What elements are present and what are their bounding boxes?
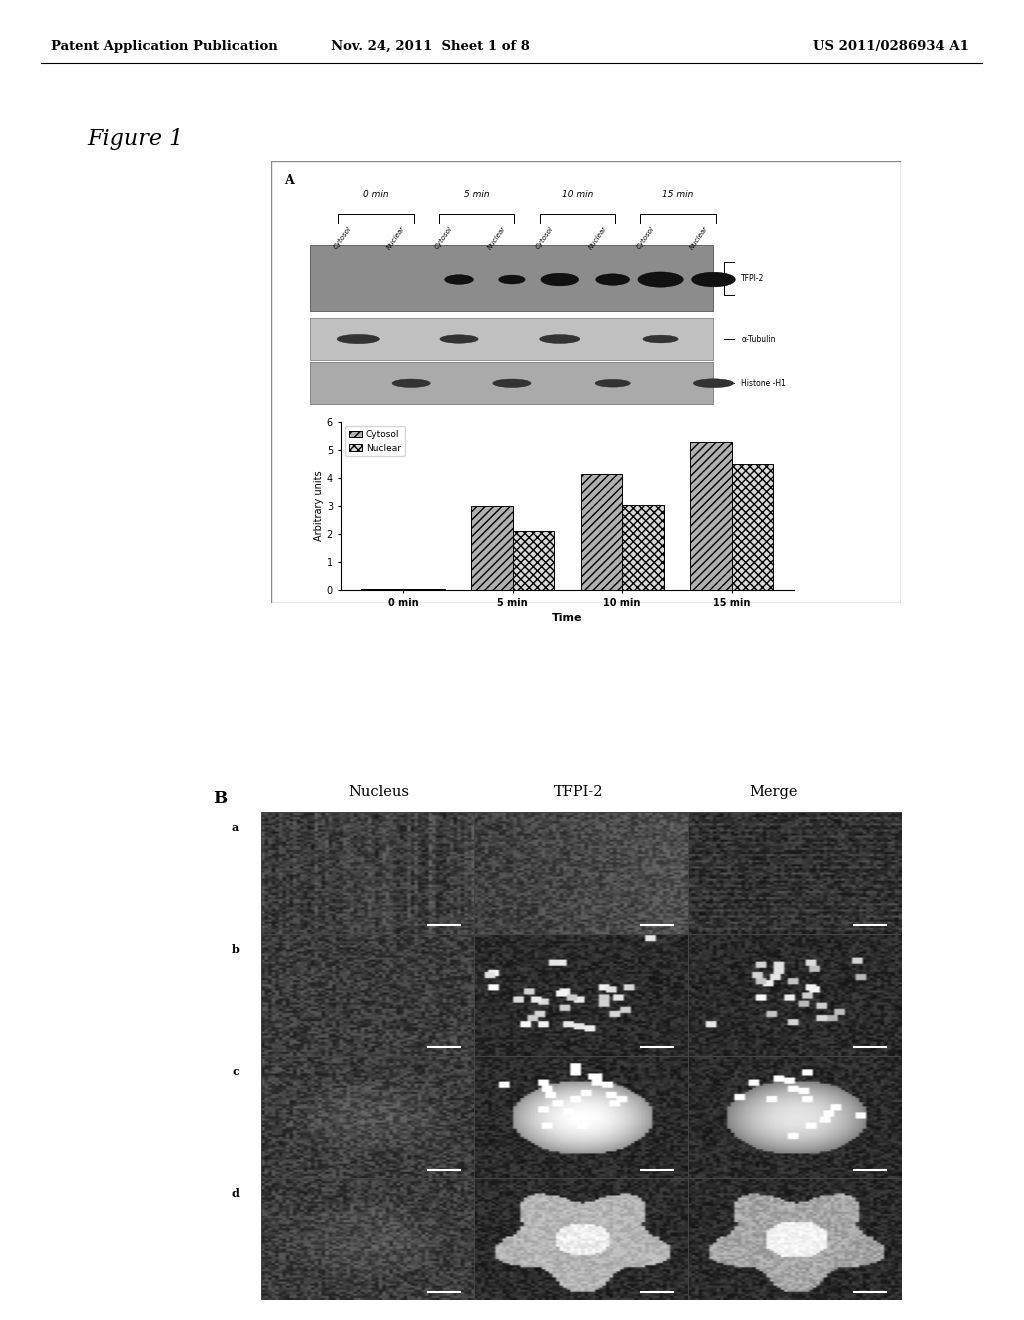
Text: c: c bbox=[232, 1065, 239, 1077]
Ellipse shape bbox=[693, 379, 733, 388]
Text: Nucleus: Nucleus bbox=[348, 785, 410, 799]
Ellipse shape bbox=[440, 335, 478, 343]
Bar bbox=[402, 589, 444, 590]
Legend: Cytosol, Nuclear: Cytosol, Nuclear bbox=[345, 426, 404, 457]
Text: a: a bbox=[231, 821, 240, 833]
Ellipse shape bbox=[638, 272, 683, 288]
Ellipse shape bbox=[540, 334, 580, 343]
Bar bbox=[732, 463, 773, 590]
Ellipse shape bbox=[444, 275, 473, 284]
X-axis label: Time: Time bbox=[552, 614, 583, 623]
Ellipse shape bbox=[337, 334, 380, 343]
Bar bbox=[623, 504, 664, 590]
Bar bbox=[581, 474, 623, 590]
Text: Cytosol: Cytosol bbox=[333, 226, 353, 249]
Ellipse shape bbox=[643, 335, 678, 343]
Ellipse shape bbox=[493, 379, 531, 388]
Text: α-Tubulin: α-Tubulin bbox=[741, 334, 775, 343]
Text: B: B bbox=[213, 791, 227, 807]
Bar bbox=[361, 589, 402, 590]
Text: Cytosol: Cytosol bbox=[635, 226, 655, 249]
Bar bbox=[471, 506, 513, 590]
Text: A: A bbox=[284, 174, 294, 187]
Text: Merge: Merge bbox=[749, 785, 798, 799]
Text: 5 min: 5 min bbox=[464, 190, 489, 199]
Text: Cytosol: Cytosol bbox=[434, 226, 454, 249]
Text: 15 min: 15 min bbox=[663, 190, 694, 199]
Text: Nuclear: Nuclear bbox=[486, 226, 507, 251]
Ellipse shape bbox=[596, 273, 630, 285]
Ellipse shape bbox=[499, 275, 525, 284]
Ellipse shape bbox=[691, 272, 735, 286]
Ellipse shape bbox=[541, 273, 579, 286]
Ellipse shape bbox=[595, 379, 631, 387]
Text: Histone -H1: Histone -H1 bbox=[741, 379, 786, 388]
Text: Nuclear: Nuclear bbox=[386, 226, 407, 251]
Bar bbox=[690, 442, 732, 590]
Text: Patent Application Publication: Patent Application Publication bbox=[51, 40, 278, 53]
Text: b: b bbox=[231, 944, 240, 954]
Ellipse shape bbox=[392, 379, 430, 388]
Text: TFPI-2: TFPI-2 bbox=[741, 273, 765, 282]
Text: Cytosol: Cytosol bbox=[535, 226, 554, 249]
Text: Figure 1: Figure 1 bbox=[87, 128, 183, 149]
Text: d: d bbox=[231, 1188, 240, 1199]
Text: Nuclear: Nuclear bbox=[688, 226, 709, 251]
Text: TFPI-2: TFPI-2 bbox=[554, 785, 603, 799]
Bar bbox=[513, 531, 554, 590]
Bar bbox=[310, 246, 714, 312]
Y-axis label: Arbitrary units: Arbitrary units bbox=[314, 471, 324, 541]
Bar bbox=[310, 362, 714, 404]
Text: 10 min: 10 min bbox=[562, 190, 593, 199]
Text: Nov. 24, 2011  Sheet 1 of 8: Nov. 24, 2011 Sheet 1 of 8 bbox=[331, 40, 529, 53]
Text: Nuclear: Nuclear bbox=[588, 226, 608, 251]
Text: 0 min: 0 min bbox=[364, 190, 389, 199]
Text: US 2011/0286934 A1: US 2011/0286934 A1 bbox=[813, 40, 969, 53]
Bar bbox=[310, 318, 714, 360]
